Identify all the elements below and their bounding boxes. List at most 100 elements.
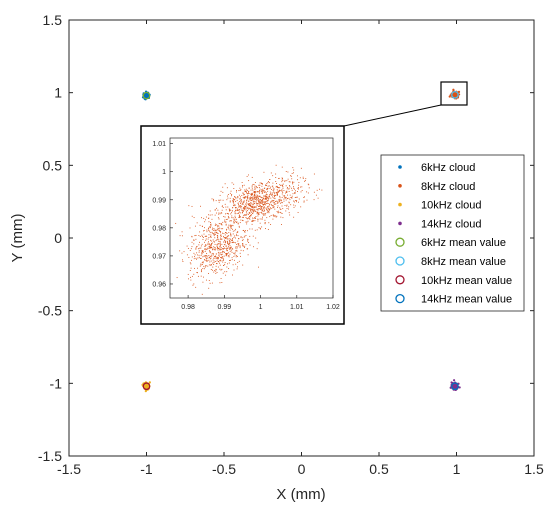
inset-point <box>290 175 292 177</box>
inset-point <box>267 182 269 184</box>
inset-point <box>252 199 254 201</box>
inset-point <box>262 204 264 206</box>
inset-point <box>216 263 217 265</box>
inset-point <box>230 259 231 261</box>
inset-point <box>196 246 198 248</box>
inset-point <box>291 195 293 197</box>
inset-point <box>211 218 213 220</box>
inset-point <box>228 243 230 245</box>
inset-point <box>221 223 222 225</box>
legend-item[interactable]: 6kHz mean value <box>395 237 506 249</box>
inset-point <box>196 252 198 254</box>
inset-point <box>219 268 221 270</box>
inset-point <box>231 241 233 243</box>
inset-point <box>208 214 210 216</box>
inset-point <box>255 191 257 193</box>
inset-point <box>228 256 230 258</box>
inset-point <box>217 266 219 268</box>
inset-point <box>229 248 230 250</box>
inset-point <box>234 218 236 220</box>
inset-point <box>265 196 267 198</box>
inset-point <box>243 200 245 202</box>
inset-point <box>235 201 237 203</box>
inset-point <box>216 260 218 262</box>
inset-point <box>308 187 310 189</box>
inset-point <box>265 207 267 209</box>
inset-point <box>232 200 234 202</box>
inset-point <box>217 226 219 228</box>
inset-point <box>288 202 290 204</box>
inset-point <box>227 213 229 214</box>
inset-point <box>186 254 188 256</box>
legend-item[interactable]: 10kHz cloud <box>398 200 482 212</box>
legend-item[interactable]: 10kHz mean value <box>395 275 512 287</box>
inset-point <box>205 245 207 246</box>
legend-item[interactable]: 8kHz cloud <box>398 181 475 193</box>
inset-point <box>267 190 269 192</box>
inset-point <box>282 179 284 181</box>
inset-point <box>240 202 241 204</box>
inset-point <box>238 205 240 207</box>
inset-point <box>210 255 212 257</box>
inset-point <box>225 219 227 220</box>
inset-point <box>271 194 273 196</box>
inset-point <box>217 247 219 249</box>
inset-point <box>253 184 255 186</box>
inset-point <box>193 258 195 260</box>
inset-point <box>229 246 231 248</box>
inset-point <box>244 208 246 209</box>
inset-point <box>264 222 266 224</box>
inset-point <box>187 273 189 275</box>
inset-point <box>220 223 222 225</box>
legend-item[interactable]: 14kHz cloud <box>398 218 482 230</box>
inset-point <box>273 195 275 196</box>
inset-point <box>214 223 216 225</box>
inset-point <box>227 242 229 244</box>
inset-point <box>269 208 271 210</box>
inset-point <box>265 198 267 200</box>
inset-point <box>263 195 265 197</box>
inset-point <box>191 246 193 248</box>
inset-point <box>286 208 288 209</box>
inset-point <box>238 226 240 228</box>
inset-point <box>247 238 249 240</box>
legend-item[interactable]: 14kHz mean value <box>395 294 512 306</box>
inset-point <box>270 204 272 205</box>
inset-point <box>294 200 296 201</box>
inset-point <box>260 196 262 198</box>
inset-point <box>242 208 244 210</box>
legend-item[interactable]: 8kHz mean value <box>395 256 506 268</box>
inset-y-tick-label: 0.99 <box>152 197 166 204</box>
inset-point <box>215 258 217 260</box>
inset-point <box>225 232 227 233</box>
inset-point <box>234 196 236 197</box>
legend[interactable]: 6kHz cloud 8kHz cloud 10kHz cloud 14kHz clo… <box>380 154 525 312</box>
inset-point <box>213 248 215 250</box>
inset-point <box>200 257 202 259</box>
inset-point <box>255 210 257 212</box>
inset-point <box>265 199 267 201</box>
inset-point <box>197 257 199 259</box>
inset-point <box>294 201 296 203</box>
inset-point <box>221 238 223 240</box>
inset-point <box>230 227 232 228</box>
inset-point <box>261 218 263 220</box>
inset-point <box>274 194 276 196</box>
inset-point <box>286 198 288 200</box>
inset-point <box>193 240 195 241</box>
inset-point <box>203 265 205 267</box>
inset-point <box>259 199 261 201</box>
inset-point <box>273 200 275 202</box>
inset-point <box>223 259 225 261</box>
inset-point <box>247 206 249 208</box>
inset-point <box>220 252 222 254</box>
inset-point <box>254 220 256 222</box>
inset-point <box>213 235 215 237</box>
inset-point <box>241 186 243 188</box>
inset-point <box>233 198 234 200</box>
inset-point <box>213 241 215 243</box>
inset-point <box>232 274 233 276</box>
inset-point <box>251 228 253 230</box>
legend-item[interactable]: 6kHz cloud <box>398 162 475 174</box>
inset-point <box>249 205 251 207</box>
